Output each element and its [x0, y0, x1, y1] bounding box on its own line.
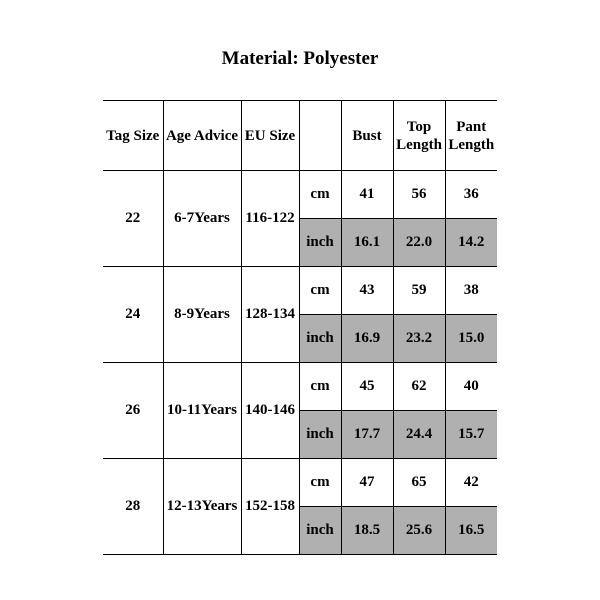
col-age-advice: Age Advice [163, 101, 241, 171]
cell-pant-cm: 38 [445, 267, 497, 315]
cell-top-cm: 65 [393, 459, 445, 507]
table-row: 2610-11Years140-146cm456240 [103, 363, 497, 411]
cell-age-advice: 8-9Years [163, 267, 241, 363]
cell-top-inch: 22.0 [393, 219, 445, 267]
col-eu-size: EU Size [241, 101, 299, 171]
title: Material: Polyester [0, 48, 600, 70]
col-tag-size: Tag Size [103, 101, 163, 171]
cell-age-advice: 10-11Years [163, 363, 241, 459]
cell-unit-cm: cm [299, 267, 341, 315]
cell-eu-size: 140-146 [241, 363, 299, 459]
cell-bust-inch: 16.1 [341, 219, 393, 267]
cell-pant-cm: 42 [445, 459, 497, 507]
cell-pant-cm: 40 [445, 363, 497, 411]
cell-eu-size: 152-158 [241, 459, 299, 555]
table-body: 226-7Years116-122cm415636inch16.122.014.… [103, 171, 497, 555]
cell-eu-size: 116-122 [241, 171, 299, 267]
table-row: 226-7Years116-122cm415636 [103, 171, 497, 219]
size-table: Tag Size Age Advice EU Size Bust Top Len… [103, 100, 497, 555]
cell-bust-cm: 45 [341, 363, 393, 411]
cell-pant-inch: 15.0 [445, 315, 497, 363]
header-row: Tag Size Age Advice EU Size Bust Top Len… [103, 101, 497, 171]
cell-tag-size: 28 [103, 459, 163, 555]
cell-top-inch: 23.2 [393, 315, 445, 363]
cell-top-cm: 62 [393, 363, 445, 411]
cell-bust-inch: 17.7 [341, 411, 393, 459]
cell-age-advice: 12-13Years [163, 459, 241, 555]
cell-bust-cm: 43 [341, 267, 393, 315]
col-top-length: Top Length [393, 101, 445, 171]
cell-pant-cm: 36 [445, 171, 497, 219]
cell-top-cm: 59 [393, 267, 445, 315]
table-row: 248-9Years128-134cm435938 [103, 267, 497, 315]
col-bust: Bust [341, 101, 393, 171]
col-unit [299, 101, 341, 171]
cell-bust-cm: 41 [341, 171, 393, 219]
cell-top-cm: 56 [393, 171, 445, 219]
cell-unit-cm: cm [299, 171, 341, 219]
cell-unit-cm: cm [299, 459, 341, 507]
cell-unit-inch: inch [299, 219, 341, 267]
cell-top-inch: 25.6 [393, 507, 445, 555]
cell-unit-inch: inch [299, 507, 341, 555]
cell-top-inch: 24.4 [393, 411, 445, 459]
cell-age-advice: 6-7Years [163, 171, 241, 267]
cell-unit-cm: cm [299, 363, 341, 411]
cell-pant-inch: 14.2 [445, 219, 497, 267]
cell-bust-inch: 18.5 [341, 507, 393, 555]
cell-bust-inch: 16.9 [341, 315, 393, 363]
cell-unit-inch: inch [299, 411, 341, 459]
cell-unit-inch: inch [299, 315, 341, 363]
cell-bust-cm: 47 [341, 459, 393, 507]
cell-tag-size: 24 [103, 267, 163, 363]
cell-pant-inch: 16.5 [445, 507, 497, 555]
cell-pant-inch: 15.7 [445, 411, 497, 459]
col-pant-length: Pant Length [445, 101, 497, 171]
cell-tag-size: 22 [103, 171, 163, 267]
table-row: 2812-13Years152-158cm476542 [103, 459, 497, 507]
cell-tag-size: 26 [103, 363, 163, 459]
page: Material: Polyester Tag Size Age Advice … [0, 0, 600, 600]
cell-eu-size: 128-134 [241, 267, 299, 363]
